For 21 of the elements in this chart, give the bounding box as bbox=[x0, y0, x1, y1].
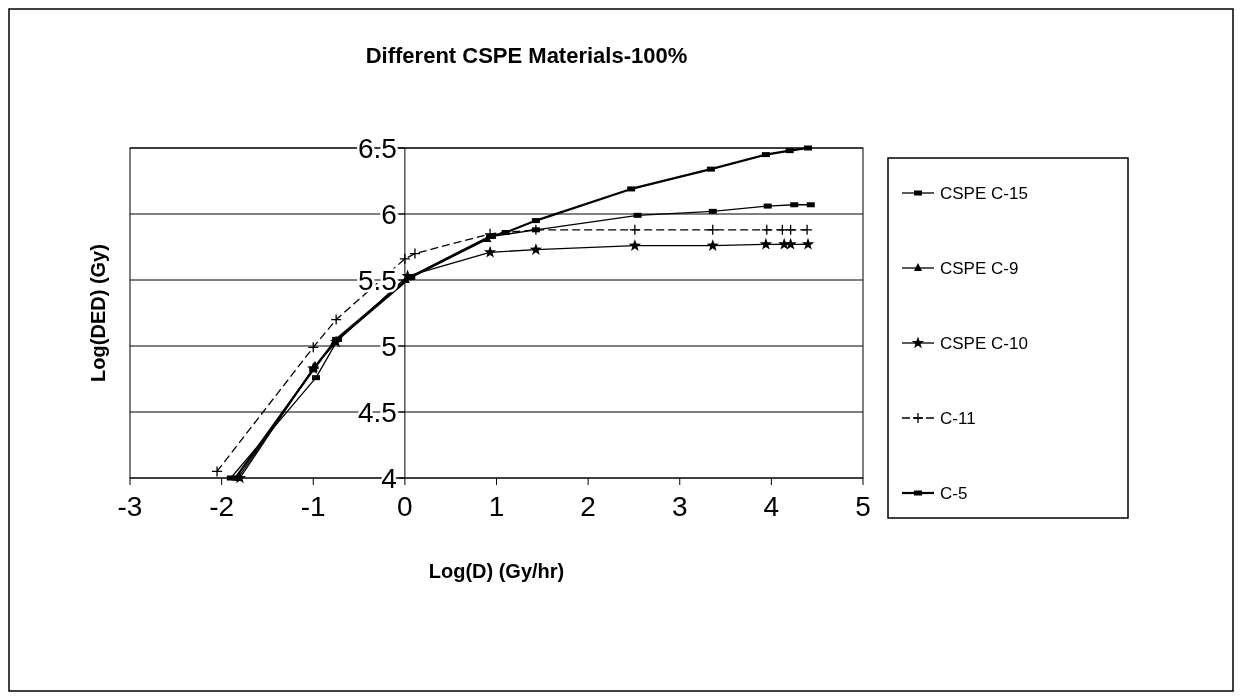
y-tick-label: 4.5 bbox=[357, 396, 397, 428]
x-tick-label: 2 bbox=[580, 491, 596, 522]
x-axis-title: Log(D) (Gy/hr) bbox=[428, 560, 565, 582]
y-tick-label: 5.5 bbox=[357, 264, 397, 296]
legend-label: CSPE C-15 bbox=[940, 183, 1028, 203]
legend-label: C-5 bbox=[940, 483, 968, 503]
x-tick-label: -1 bbox=[300, 491, 326, 522]
y-axis-title: Log(DED) (Gy) bbox=[87, 244, 109, 382]
legend-label: CSPE C-9 bbox=[940, 258, 1019, 278]
x-tick-label: 4 bbox=[763, 491, 780, 522]
x-tick-label: -3 bbox=[117, 491, 143, 522]
legend-label: C-11 bbox=[940, 408, 976, 428]
x-tick-label: -2 bbox=[209, 491, 235, 522]
chart-title: Different CSPE Materials-100% bbox=[365, 43, 688, 68]
x-tick-label: 3 bbox=[671, 491, 688, 522]
x-tick-label: 5 bbox=[855, 491, 871, 522]
y-tick-label: 6 bbox=[381, 198, 397, 230]
y-tick-label: 5 bbox=[381, 330, 397, 362]
legend-label: CSPE C-10 bbox=[940, 333, 1028, 353]
x-tick-label: 1 bbox=[488, 491, 505, 522]
x-tick-label: 0 bbox=[397, 491, 413, 522]
